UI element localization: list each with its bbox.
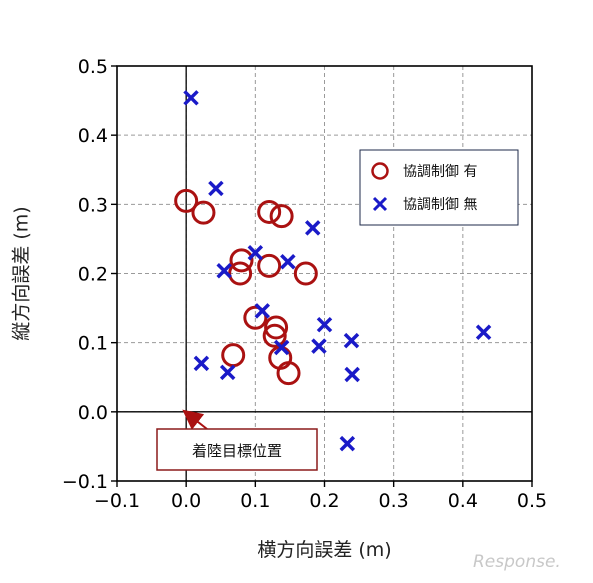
annotation-arrow	[182, 409, 208, 430]
legend: 協調制御 有 協調制御 無	[359, 149, 519, 226]
point-with-coop	[228, 261, 253, 286]
watermark: Response.	[473, 552, 561, 572]
point-with-coop	[257, 199, 282, 224]
point-without-coop	[343, 332, 360, 349]
y-tick-label: 0.4	[78, 125, 108, 147]
point-with-coop	[229, 248, 254, 273]
x-tick-label: −0.1	[94, 490, 140, 512]
point-without-coop	[339, 435, 356, 452]
axis-ticks	[111, 65, 533, 487]
x-tick-label: 0.0	[171, 490, 201, 512]
point-with-coop	[264, 315, 289, 340]
x-tick-label: 0.5	[517, 490, 547, 512]
x-tick-label: 0.3	[379, 490, 409, 512]
x-axis-label: 横方向誤差 (m)	[257, 539, 391, 561]
y-tick-label: −0.1	[62, 471, 108, 493]
point-without-coop	[247, 245, 264, 261]
grid-lines	[117, 66, 532, 481]
point-without-coop	[305, 220, 321, 236]
data-points	[174, 90, 492, 452]
point-without-coop	[273, 339, 290, 356]
point-with-coop	[276, 361, 301, 386]
point-without-coop	[344, 366, 360, 383]
point-without-coop	[208, 180, 224, 197]
point-with-coop	[174, 188, 199, 213]
x-tick-label: 0.4	[448, 490, 478, 512]
point-with-coop	[269, 204, 294, 229]
legend-entry-without-coop: 協調制御 無	[403, 197, 477, 213]
point-without-coop	[254, 303, 270, 319]
y-tick-labels: −0.1 0.0 0.1 0.2 0.3 0.4 0.5	[62, 56, 108, 493]
point-with-coop	[257, 253, 282, 278]
point-without-coop	[219, 364, 236, 381]
legend-circle-marker	[371, 162, 389, 180]
point-with-coop	[243, 305, 268, 330]
point-with-coop	[262, 323, 287, 348]
annotation-text: 着陸目標位置	[192, 442, 282, 460]
point-without-coop	[216, 262, 232, 279]
x-tick-labels: −0.1 0.0 0.1 0.2 0.3 0.4 0.5	[94, 490, 547, 512]
y-tick-label: 0.5	[78, 56, 108, 78]
point-without-coop	[311, 338, 327, 354]
y-axis-label: 縦方向誤差 (m)	[11, 206, 33, 340]
point-without-coop	[280, 254, 296, 270]
x-tick-label: 0.2	[309, 490, 339, 512]
legend-x-marker	[372, 196, 388, 212]
y-tick-label: 0.1	[78, 333, 108, 355]
y-tick-label: 0.0	[78, 402, 108, 424]
point-without-coop	[475, 324, 492, 341]
point-with-coop	[221, 343, 246, 368]
point-with-coop	[191, 200, 216, 225]
point-without-coop	[316, 316, 333, 333]
legend-box	[359, 149, 519, 226]
point-without-coop	[183, 90, 199, 106]
y-tick-label: 0.2	[78, 264, 108, 286]
point-with-coop	[293, 261, 318, 286]
legend-entry-with-coop: 協調制御 有	[403, 164, 477, 180]
y-tick-label: 0.3	[78, 194, 108, 216]
point-without-coop	[193, 355, 210, 372]
x-tick-label: 0.1	[240, 490, 270, 512]
landing-target-annotation: 着陸目標位置	[156, 409, 318, 471]
annotation-box	[156, 428, 318, 471]
